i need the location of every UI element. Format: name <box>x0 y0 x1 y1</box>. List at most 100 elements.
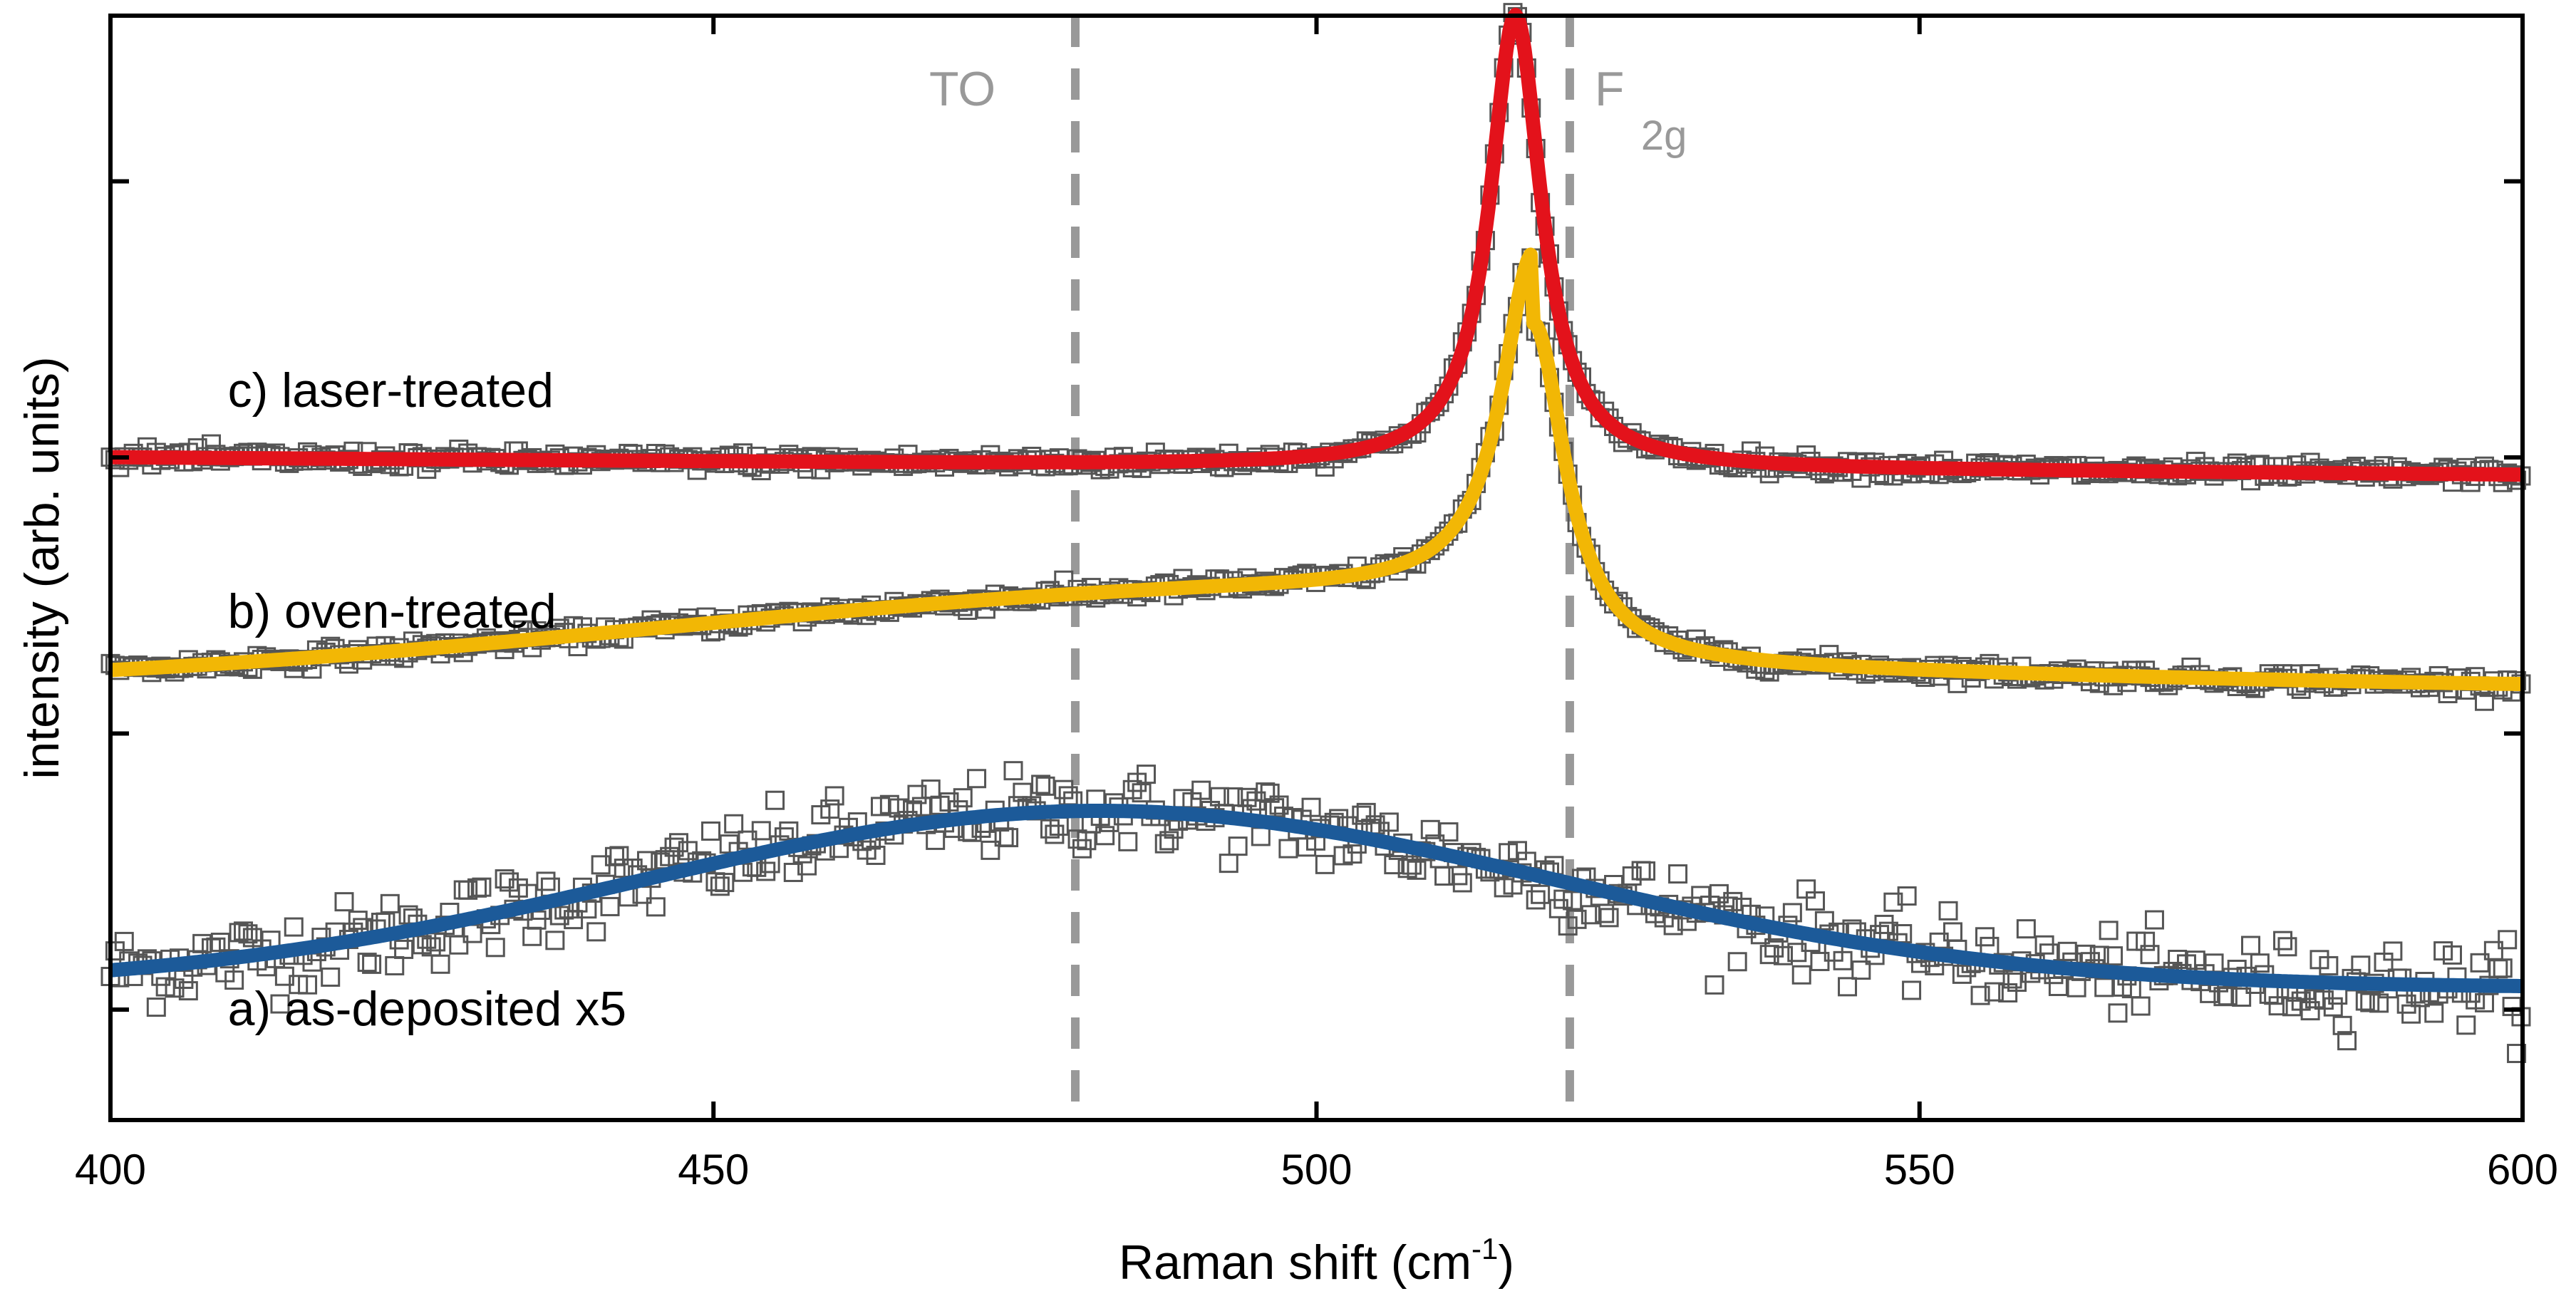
data-marker <box>1759 945 1779 965</box>
data-marker <box>2048 976 2068 996</box>
data-marker <box>1975 927 1995 947</box>
data-marker <box>2268 996 2288 1016</box>
data-marker <box>2016 919 2036 939</box>
reference-label-sub-2: 2g <box>1641 113 1687 159</box>
data-marker <box>146 997 166 1017</box>
data-marker <box>2442 945 2462 965</box>
x-tick-label: 600 <box>2487 1146 2558 1193</box>
data-marker <box>1563 891 1583 911</box>
data-marker <box>1526 890 1546 910</box>
data-marker <box>1833 950 1853 970</box>
x-tick-label: 400 <box>75 1146 146 1193</box>
data-marker <box>380 893 400 913</box>
data-marker <box>1668 864 1688 884</box>
data-marker <box>298 975 318 995</box>
data-marker <box>1315 854 1335 874</box>
data-marker <box>1269 795 1289 815</box>
data-marker <box>751 821 771 841</box>
data-marker <box>2493 958 2513 978</box>
data-marker <box>2099 921 2119 940</box>
data-marker <box>2232 987 2252 1007</box>
data-marker <box>797 856 817 876</box>
data-marker <box>1132 783 1152 803</box>
series-label-1: a) as-deposited x5 <box>228 982 626 1036</box>
series-label-3: c) laser-treated <box>228 363 554 418</box>
data-marker <box>1595 903 1615 923</box>
data-marker <box>907 784 927 804</box>
data-marker <box>394 939 414 959</box>
data-marker <box>2488 959 2508 979</box>
data-marker <box>2300 1001 2320 1021</box>
data-marker <box>2067 978 2086 997</box>
data-marker <box>2131 996 2151 1016</box>
data-marker <box>1970 985 1990 1005</box>
data-marker <box>2498 930 2518 950</box>
data-marker <box>536 871 556 891</box>
data-marker <box>1838 977 1858 997</box>
data-marker <box>1938 901 1958 921</box>
data-marker <box>953 788 973 808</box>
data-marker <box>2108 1003 2128 1023</box>
data-marker <box>1219 854 1238 874</box>
data-marker <box>270 994 290 1014</box>
data-marker <box>2144 910 2164 930</box>
data-marker <box>178 981 198 1001</box>
data-marker <box>1228 836 1248 856</box>
series-lines <box>106 7 2527 993</box>
data-marker <box>321 967 341 987</box>
data-marker <box>114 931 134 951</box>
series-line-3 <box>106 7 2527 482</box>
data-marker <box>545 931 565 950</box>
data-marker <box>824 786 844 806</box>
data-marker <box>926 830 946 850</box>
data-marker <box>1137 765 1157 784</box>
data-marker <box>2351 955 2371 975</box>
data-marker <box>1636 861 1656 881</box>
data-marker <box>2140 945 2160 965</box>
data-marker <box>1452 873 1472 893</box>
data-marker <box>1787 943 1807 963</box>
data-marker <box>2475 691 2495 711</box>
data-marker <box>1301 797 1321 817</box>
data-marker <box>2424 1003 2444 1023</box>
data-marker <box>2323 997 2343 1017</box>
series-markers-3 <box>100 3 2531 492</box>
data-marker <box>1806 891 1826 911</box>
data-marker <box>1003 761 1023 781</box>
data-marker <box>348 911 368 931</box>
data-marker <box>1343 844 1362 864</box>
data-marker <box>2319 955 2339 975</box>
series-line-2 <box>106 247 2527 692</box>
data-marker <box>586 922 606 942</box>
data-marker <box>1448 866 1468 886</box>
axes <box>108 14 2525 1122</box>
data-marker <box>1874 914 1894 934</box>
data-marker <box>2250 953 2270 973</box>
data-marker <box>664 837 684 857</box>
data-marker <box>1379 812 1399 832</box>
data-marker <box>284 917 304 937</box>
data-marker <box>2507 1044 2527 1064</box>
data-marker <box>1897 886 1917 906</box>
data-marker <box>600 896 620 916</box>
data-marker <box>2273 931 2293 950</box>
data-marker <box>1984 982 2004 1002</box>
data-marker <box>1095 826 1115 846</box>
data-marker <box>2136 931 2156 951</box>
data-marker <box>238 924 258 944</box>
data-marker <box>1031 774 1051 794</box>
data-marker <box>1191 780 1211 800</box>
data-marker <box>2264 985 2284 1005</box>
data-marker <box>1791 965 1811 985</box>
data-marker <box>577 899 597 919</box>
data-marker <box>1782 903 1802 923</box>
reference-label-2: F <box>1595 62 1625 116</box>
data-marker <box>2456 1015 2476 1035</box>
series-line-1 <box>106 804 2527 993</box>
data-marker <box>472 877 492 897</box>
data-marker <box>981 840 1000 860</box>
data-marker <box>1434 866 1454 886</box>
data-marker <box>1581 905 1600 925</box>
data-marker <box>522 926 542 946</box>
